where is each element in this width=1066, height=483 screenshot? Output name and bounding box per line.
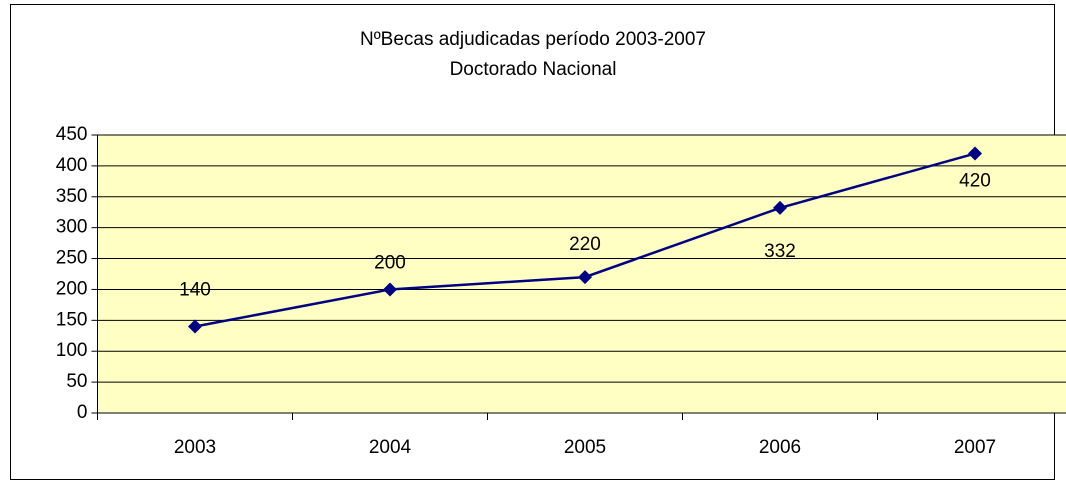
marker xyxy=(578,270,592,285)
y-tick-label: 200 xyxy=(56,278,88,299)
x-tick-label: 2003 xyxy=(174,437,216,458)
y-tick-label: 300 xyxy=(56,217,88,238)
marker xyxy=(383,282,397,297)
x-tick-label: 2006 xyxy=(759,437,801,458)
y-tick-label: 50 xyxy=(66,371,87,392)
x-tick-label: 2005 xyxy=(564,437,606,458)
y-tick-label: 100 xyxy=(56,340,88,361)
y-tick-label: 150 xyxy=(56,309,88,330)
data-label: 420 xyxy=(959,171,991,192)
y-tick-label: 0 xyxy=(77,402,88,423)
data-label: 220 xyxy=(569,234,601,255)
x-tick-label: 2007 xyxy=(954,437,996,458)
data-label: 332 xyxy=(764,241,796,262)
y-tick-label: 400 xyxy=(56,155,88,176)
data-label: 140 xyxy=(179,280,211,301)
y-tick-label: 350 xyxy=(56,186,88,207)
chart-subtitle: Doctorado Nacional xyxy=(450,59,617,80)
data-label: 200 xyxy=(374,252,406,273)
marker xyxy=(968,146,982,161)
marker xyxy=(773,200,787,215)
chart-title: NºBecas adjudicadas período 2003-2007 xyxy=(360,29,706,50)
y-tick-label: 450 xyxy=(56,124,88,145)
marker xyxy=(188,319,202,334)
y-tick-label: 250 xyxy=(56,248,88,269)
x-tick-label: 2004 xyxy=(369,437,412,458)
